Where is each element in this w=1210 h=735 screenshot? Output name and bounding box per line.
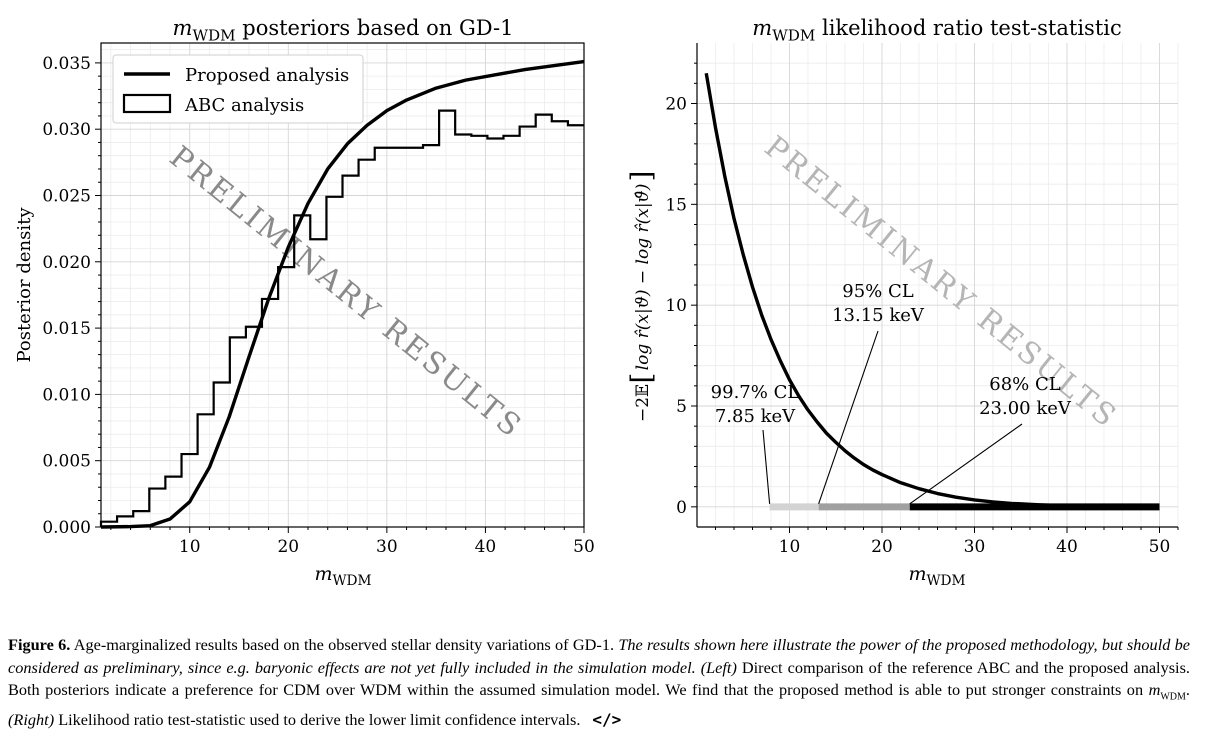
chart-title-rest: posteriors based on GD-1: [236, 16, 514, 40]
x-tick-label: 30: [964, 537, 986, 557]
y-tick-label: 5: [676, 397, 687, 417]
x-tick-label: 50: [1149, 537, 1171, 557]
chart-title-rest: likelihood ratio test-statistic: [815, 16, 1121, 40]
caption-italic-left: (Left): [695, 657, 737, 677]
x-axis-label-symbol: m: [314, 563, 332, 585]
y-axis-label-prefix: −2𝔼: [633, 384, 653, 422]
annotation-value-label: 13.15 keV: [832, 305, 925, 326]
chart-title: mWDM posteriors based on GD-1: [173, 16, 514, 44]
x-axis-label-subscript: WDM: [927, 573, 966, 589]
x-tick-label: 50: [573, 537, 595, 557]
caption-mass-subscript: WDM: [1160, 691, 1186, 703]
y-tick-label: 0.020: [42, 253, 91, 273]
x-axis-label: mWDM: [908, 563, 965, 589]
y-tick-label: 0.030: [42, 120, 91, 140]
annotation-value-label: 7.85 keV: [715, 406, 796, 427]
caption-mass-symbol: m: [1148, 680, 1161, 699]
x-axis-label-symbol: m: [908, 563, 926, 585]
legend-histogram-swatch: [122, 93, 172, 114]
chart-title-symbol: m: [173, 16, 193, 40]
watermark: PRELIMINARY RESULTS: [758, 130, 1125, 436]
figure-label: Figure 6.: [8, 635, 71, 654]
legend-label: ABC analysis: [184, 95, 304, 116]
x-axis-label: mWDM: [314, 563, 371, 589]
abc-histogram: [99, 109, 584, 527]
x-tick-label: 10: [779, 537, 801, 557]
y-axis-label-right-bracket: ]: [625, 171, 658, 182]
code-icon[interactable]: </>: [592, 709, 622, 729]
left-panel: PRELIMINARY RESULTS 10 20 30 40 50 0.000 0.005 0…: [14, 16, 595, 589]
annotation-cl-label: 68% CL: [989, 374, 1061, 395]
x-tick-label: 40: [475, 537, 497, 557]
annotation-pointer: [909, 423, 1023, 505]
x-axis-label-subscript: WDM: [333, 573, 372, 589]
y-axis-label: −2𝔼[ log r̂(x|ϑ) − log r̂(x|ϑ̂)]: [625, 171, 658, 423]
annotation-value-label: 23.00 keV: [979, 398, 1072, 419]
y-tick-label: 15: [665, 195, 687, 215]
annotation-cl-label: 95% CL: [842, 281, 914, 302]
x-tick-label: 30: [376, 537, 398, 557]
x-tick-label: 20: [277, 537, 299, 557]
chart-title-subscript: WDM: [192, 26, 235, 44]
annotation-pointer: [762, 429, 771, 504]
y-tick-label: 0.010: [42, 385, 91, 405]
caption-text-4: Likelihood ratio test-statistic used to …: [54, 709, 581, 729]
caption-italic-1: The results shown here illustrate the po…: [8, 635, 1191, 677]
annotation-pointer: [818, 330, 879, 505]
axes-frame: [100, 42, 585, 528]
y-axis-label: Posterior density: [14, 207, 35, 363]
y-tick-label: 20: [665, 95, 687, 115]
test-statistic-line: [704, 72, 1160, 509]
annotation-cl-label: 99.7% CL: [711, 382, 800, 403]
caption-italic-right: (Right): [8, 709, 55, 729]
x-tick-label: 40: [1056, 537, 1078, 557]
y-tick-label: 0.015: [42, 319, 91, 339]
y-tick-label: 0.035: [42, 54, 91, 74]
caption-text-2: Direct comparison of the reference ABC a…: [8, 657, 1190, 700]
chart-title: mWDM likelihood ratio test-statistic: [752, 16, 1121, 44]
y-tick-label: 0.005: [42, 452, 91, 472]
watermark: PRELIMINARY RESULTS: [163, 140, 530, 446]
x-tick-label: 10: [179, 537, 201, 557]
y-axis-label-body: log r̂(x|ϑ) − log r̂(x|ϑ̂): [633, 184, 653, 371]
figure-caption: Figure 6. Age-marginalized results based…: [8, 634, 1190, 731]
caption-text-1: Age-marginalized results based on the ob…: [70, 635, 619, 654]
chart-title-subscript: WDM: [772, 26, 815, 44]
y-tick-label: 0.025: [42, 186, 91, 206]
x-tick-label: 20: [871, 537, 893, 557]
proposed-analysis-line: [100, 59, 585, 529]
legend-box: [112, 54, 364, 124]
y-tick-label: 0: [676, 498, 687, 518]
y-tick-label: 10: [665, 296, 687, 316]
y-tick-label: 0.000: [42, 518, 91, 538]
chart-title-symbol: m: [752, 16, 772, 40]
caption-text-3: .: [1185, 680, 1190, 699]
legend-label: Proposed analysis: [185, 65, 349, 86]
y-axis-label-left-bracket: [: [625, 373, 658, 384]
